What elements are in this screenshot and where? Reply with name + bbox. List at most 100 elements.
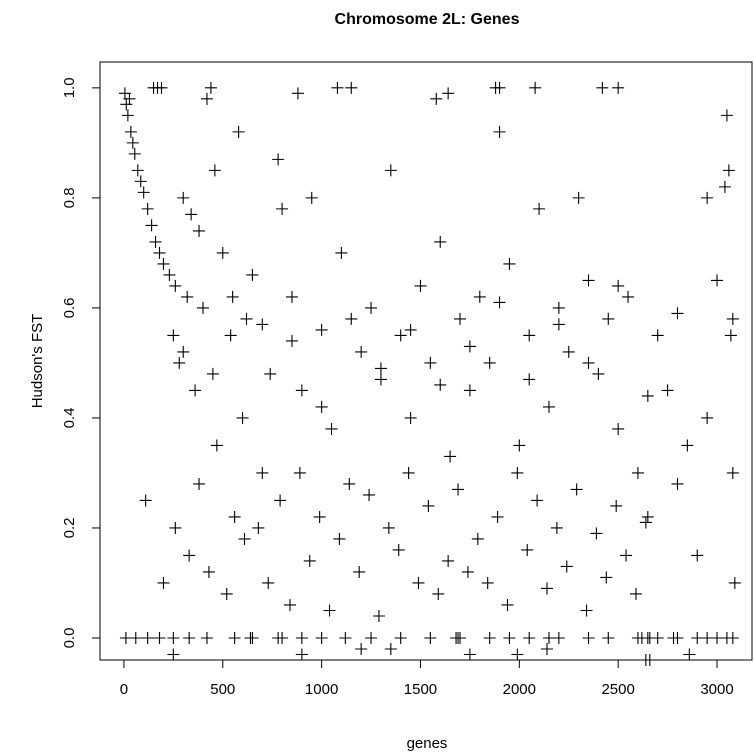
point	[372, 609, 385, 622]
point	[167, 648, 180, 661]
point	[671, 631, 684, 644]
point	[252, 521, 265, 534]
point	[631, 466, 644, 479]
point	[224, 329, 237, 342]
x-tick-label: 500	[210, 681, 235, 698]
point	[432, 587, 445, 600]
point	[167, 329, 180, 342]
point	[612, 422, 625, 435]
x-tick-label: 2500	[601, 681, 634, 698]
y-tick-label: 0.0	[61, 628, 78, 649]
point	[285, 290, 298, 303]
point	[691, 549, 704, 562]
point	[529, 81, 542, 94]
point	[620, 549, 633, 562]
point	[382, 521, 395, 534]
point	[228, 510, 241, 523]
point	[671, 307, 684, 320]
point	[412, 576, 425, 589]
point	[461, 565, 474, 578]
point	[283, 598, 296, 611]
point	[513, 439, 526, 452]
y-tick-label: 0.8	[61, 187, 78, 208]
point	[137, 186, 150, 199]
point	[197, 301, 210, 314]
y-tick-label: 1.0	[61, 77, 78, 98]
point	[272, 153, 285, 166]
point	[726, 312, 739, 325]
point	[414, 279, 427, 292]
point	[274, 494, 287, 507]
point	[442, 554, 455, 567]
point	[323, 604, 336, 617]
point	[718, 180, 731, 193]
point	[394, 631, 407, 644]
x-tick-label: 1500	[404, 681, 437, 698]
point	[540, 642, 553, 655]
plot-frame	[99, 61, 753, 661]
point	[374, 373, 387, 386]
point	[126, 136, 139, 149]
y-tick-label: 0.2	[61, 518, 78, 539]
point	[629, 587, 642, 600]
point	[424, 356, 437, 369]
point	[560, 560, 573, 573]
point	[155, 81, 168, 94]
point	[681, 439, 694, 452]
point	[582, 356, 595, 369]
point	[639, 516, 652, 529]
point	[220, 587, 233, 600]
x-tick-label: 1000	[305, 681, 338, 698]
point	[711, 274, 724, 287]
point	[276, 631, 289, 644]
point	[193, 477, 206, 490]
point	[345, 312, 358, 325]
point	[643, 631, 656, 644]
point	[183, 549, 196, 562]
point	[335, 246, 348, 259]
point	[325, 422, 338, 435]
point	[600, 571, 613, 584]
point	[313, 510, 326, 523]
x-tick-label: 2000	[503, 681, 536, 698]
point	[295, 631, 308, 644]
point	[153, 631, 166, 644]
point	[602, 312, 615, 325]
point	[493, 296, 506, 309]
point	[157, 257, 170, 270]
point	[552, 301, 565, 314]
point	[580, 604, 593, 617]
point	[208, 164, 221, 177]
point	[365, 301, 378, 314]
point	[167, 631, 180, 644]
point	[602, 631, 615, 644]
point	[345, 81, 358, 94]
point	[339, 631, 352, 644]
point	[206, 367, 219, 380]
point	[264, 367, 277, 380]
point	[424, 631, 437, 644]
point	[157, 576, 170, 589]
point	[722, 164, 735, 177]
point	[374, 362, 387, 375]
point	[141, 202, 154, 215]
point	[612, 81, 625, 94]
point	[363, 488, 376, 501]
point	[331, 81, 344, 94]
point	[384, 642, 397, 655]
point	[651, 329, 664, 342]
point	[454, 312, 467, 325]
point	[444, 450, 457, 463]
point	[256, 466, 269, 479]
point	[728, 576, 741, 589]
point	[181, 290, 194, 303]
point	[622, 290, 635, 303]
point	[202, 565, 215, 578]
point	[139, 494, 152, 507]
point	[129, 631, 142, 644]
x-tick-label: 3000	[700, 681, 733, 698]
point	[394, 329, 407, 342]
point	[473, 290, 486, 303]
point	[333, 532, 346, 545]
